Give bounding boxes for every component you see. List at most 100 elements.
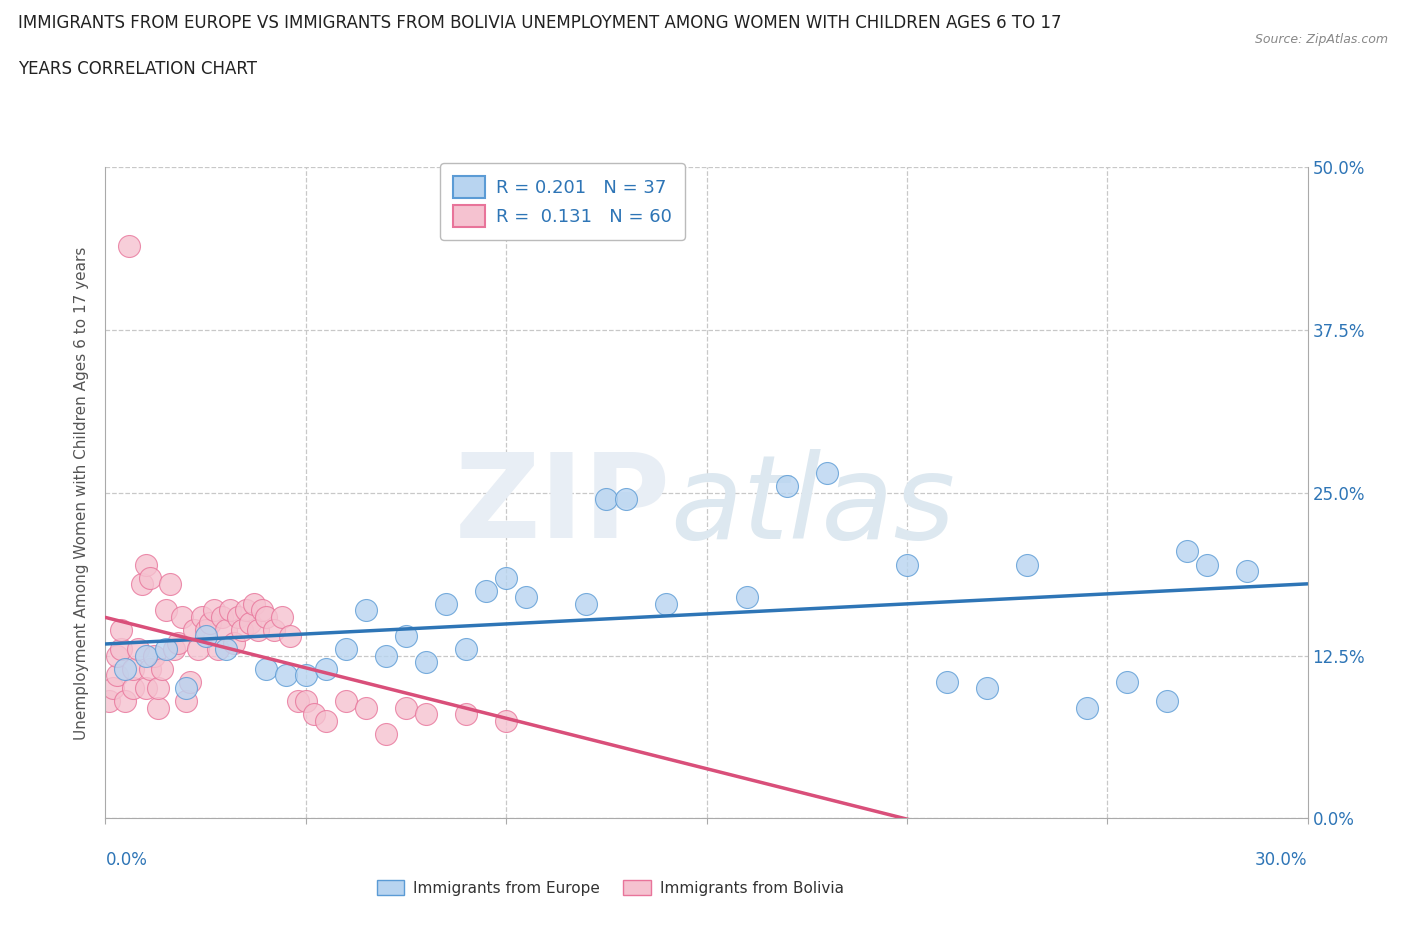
Point bbox=[495, 713, 517, 728]
Point bbox=[936, 674, 959, 689]
Point bbox=[207, 642, 229, 657]
Point bbox=[187, 642, 209, 657]
Point bbox=[395, 629, 418, 644]
Point bbox=[110, 642, 132, 657]
Point bbox=[226, 609, 249, 624]
Point bbox=[454, 642, 477, 657]
Text: atlas: atlas bbox=[671, 449, 956, 563]
Point bbox=[146, 700, 169, 715]
Text: YEARS CORRELATION CHART: YEARS CORRELATION CHART bbox=[18, 60, 257, 78]
Point bbox=[194, 629, 217, 644]
Point bbox=[122, 681, 145, 696]
Point bbox=[214, 642, 236, 657]
Point bbox=[211, 609, 233, 624]
Point bbox=[1017, 557, 1039, 572]
Point bbox=[107, 648, 129, 663]
Point bbox=[315, 713, 337, 728]
Point bbox=[263, 622, 285, 637]
Point bbox=[335, 694, 357, 709]
Point bbox=[114, 694, 136, 709]
Point bbox=[1076, 700, 1098, 715]
Point bbox=[179, 674, 201, 689]
Point bbox=[127, 642, 149, 657]
Point bbox=[655, 596, 678, 611]
Point bbox=[142, 648, 165, 663]
Point bbox=[110, 622, 132, 637]
Point bbox=[242, 596, 264, 611]
Point bbox=[354, 700, 377, 715]
Point bbox=[254, 609, 277, 624]
Point bbox=[198, 616, 221, 631]
Point bbox=[415, 655, 437, 670]
Point bbox=[174, 694, 197, 709]
Point bbox=[976, 681, 998, 696]
Text: 0.0%: 0.0% bbox=[105, 851, 148, 869]
Point bbox=[616, 492, 638, 507]
Point bbox=[135, 681, 157, 696]
Point bbox=[231, 622, 253, 637]
Point bbox=[131, 577, 153, 591]
Point bbox=[135, 557, 157, 572]
Point bbox=[475, 583, 498, 598]
Point bbox=[354, 603, 377, 618]
Point bbox=[138, 570, 160, 585]
Point bbox=[302, 707, 325, 722]
Point bbox=[174, 681, 197, 696]
Point bbox=[250, 603, 273, 618]
Point bbox=[278, 629, 301, 644]
Point bbox=[107, 668, 129, 683]
Text: 30.0%: 30.0% bbox=[1256, 851, 1308, 869]
Point bbox=[495, 570, 517, 585]
Point bbox=[214, 622, 236, 637]
Text: Source: ZipAtlas.com: Source: ZipAtlas.com bbox=[1254, 33, 1388, 46]
Point bbox=[146, 681, 169, 696]
Point bbox=[295, 668, 318, 683]
Point bbox=[239, 616, 262, 631]
Text: IMMIGRANTS FROM EUROPE VS IMMIGRANTS FROM BOLIVIA UNEMPLOYMENT AMONG WOMEN WITH : IMMIGRANTS FROM EUROPE VS IMMIGRANTS FRO… bbox=[18, 14, 1062, 32]
Point bbox=[1236, 564, 1258, 578]
Point bbox=[575, 596, 598, 611]
Point bbox=[374, 648, 398, 663]
Point bbox=[122, 661, 145, 676]
Point bbox=[218, 603, 240, 618]
Point bbox=[159, 577, 181, 591]
Point bbox=[138, 661, 160, 676]
Point bbox=[896, 557, 918, 572]
Point bbox=[395, 700, 418, 715]
Point bbox=[1177, 544, 1199, 559]
Point bbox=[246, 622, 269, 637]
Point bbox=[287, 694, 309, 709]
Point bbox=[170, 609, 193, 624]
Point bbox=[155, 603, 177, 618]
Point bbox=[202, 603, 225, 618]
Point bbox=[1156, 694, 1178, 709]
Point bbox=[1197, 557, 1219, 572]
Point bbox=[1116, 674, 1139, 689]
Point bbox=[776, 479, 799, 494]
Point bbox=[274, 668, 297, 683]
Point bbox=[415, 707, 437, 722]
Point bbox=[103, 681, 125, 696]
Point bbox=[162, 642, 184, 657]
Point bbox=[183, 622, 205, 637]
Point bbox=[335, 642, 357, 657]
Point bbox=[295, 694, 318, 709]
Point bbox=[114, 661, 136, 676]
Point bbox=[150, 661, 173, 676]
Point bbox=[270, 609, 292, 624]
Point bbox=[98, 694, 121, 709]
Point bbox=[735, 590, 758, 604]
Point bbox=[434, 596, 457, 611]
Point bbox=[222, 635, 245, 650]
Point bbox=[454, 707, 477, 722]
Point bbox=[595, 492, 617, 507]
Point bbox=[166, 635, 188, 650]
Point bbox=[190, 609, 212, 624]
Point bbox=[315, 661, 337, 676]
Point bbox=[118, 238, 141, 253]
Point bbox=[254, 661, 277, 676]
Point bbox=[515, 590, 537, 604]
Point bbox=[194, 622, 217, 637]
Point bbox=[155, 642, 177, 657]
Point bbox=[135, 648, 157, 663]
